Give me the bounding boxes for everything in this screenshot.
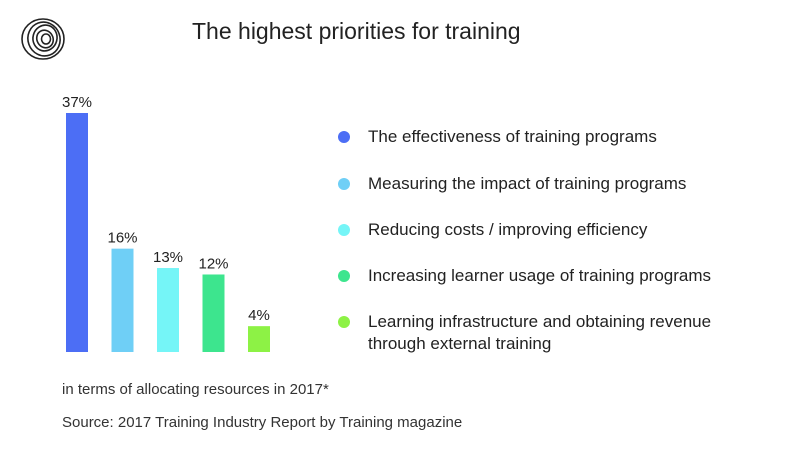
- legend-label-4: Increasing learner usage of training pro…: [368, 266, 712, 285]
- legend-label-5: Learning infrastructure and obtaining re…: [368, 312, 712, 353]
- legend-item-1: The effectiveness of training programs: [338, 126, 758, 148]
- bar-value-label-5: 4%: [248, 307, 270, 324]
- legend-label-1: The effectiveness of training programs: [368, 127, 657, 146]
- legend-label-2: Measuring the impact of training program…: [368, 174, 687, 193]
- bar-2: [111, 248, 134, 352]
- bar-value-label-3: 13%: [153, 249, 183, 266]
- legend-swatch-5: [338, 316, 350, 328]
- bar-value-label-1: 37%: [62, 94, 92, 111]
- bar-value-label-2: 16%: [107, 230, 137, 247]
- spiral-logo-icon: [18, 14, 68, 64]
- bar-value-label-4: 12%: [198, 255, 228, 272]
- bar-4: [202, 274, 225, 352]
- source-note: Source: 2017 Training Industry Report by…: [62, 414, 463, 431]
- legend-label-3: Reducing costs / improving efficiency: [368, 220, 648, 239]
- bar-1: [66, 113, 88, 352]
- legend-swatch-2: [338, 178, 350, 190]
- chart-title: The highest priorities for training: [192, 18, 521, 44]
- bar-5: [248, 326, 270, 352]
- legend-item-3: Reducing costs / improving efficiency: [338, 219, 758, 241]
- footnote: in terms of allocating resources in 2017…: [62, 381, 329, 398]
- legend-item-2: Measuring the impact of training program…: [338, 173, 758, 195]
- legend-swatch-1: [338, 131, 350, 143]
- legend-swatch-3: [338, 224, 350, 236]
- bar-3: [157, 268, 179, 352]
- legend-item-5: Learning infrastructure and obtaining re…: [338, 311, 758, 355]
- legend-item-4: Increasing learner usage of training pro…: [338, 265, 758, 287]
- legend-swatch-4: [338, 270, 350, 282]
